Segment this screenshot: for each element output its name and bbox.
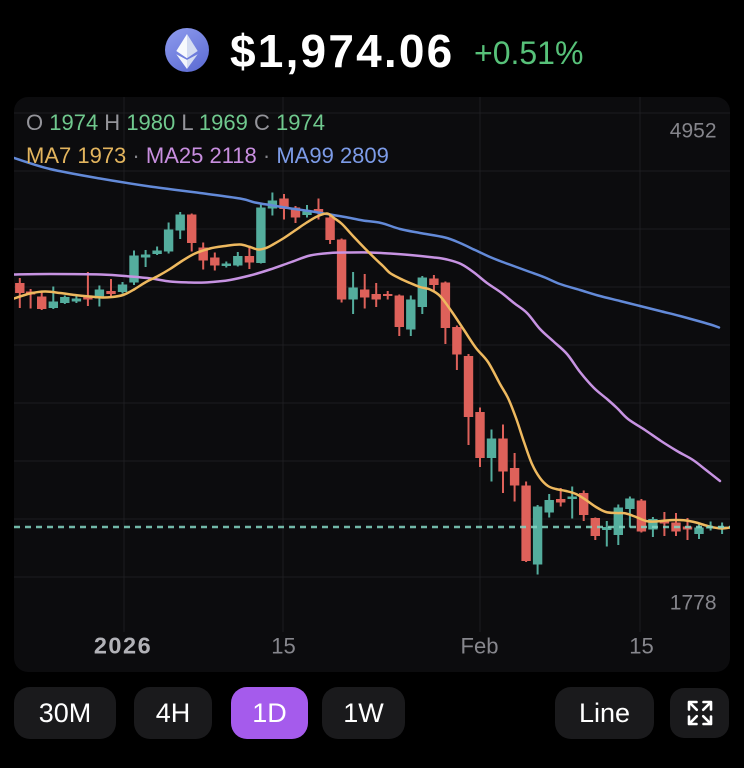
svg-text:MA7 1973 · MA25 2118 · MA99 28: MA7 1973 · MA25 2118 · MA99 2809 [26, 143, 389, 168]
svg-text:O 1974 H 1980 L 1969 C 1974: O 1974 H 1980 L 1969 C 1974 [26, 110, 325, 135]
svg-text:Feb: Feb [461, 634, 499, 659]
svg-text:2026: 2026 [94, 633, 152, 659]
svg-text:15: 15 [271, 634, 295, 659]
svg-text:1778: 1778 [670, 592, 717, 615]
svg-text:15: 15 [629, 634, 653, 659]
svg-text:4952: 4952 [670, 120, 717, 143]
